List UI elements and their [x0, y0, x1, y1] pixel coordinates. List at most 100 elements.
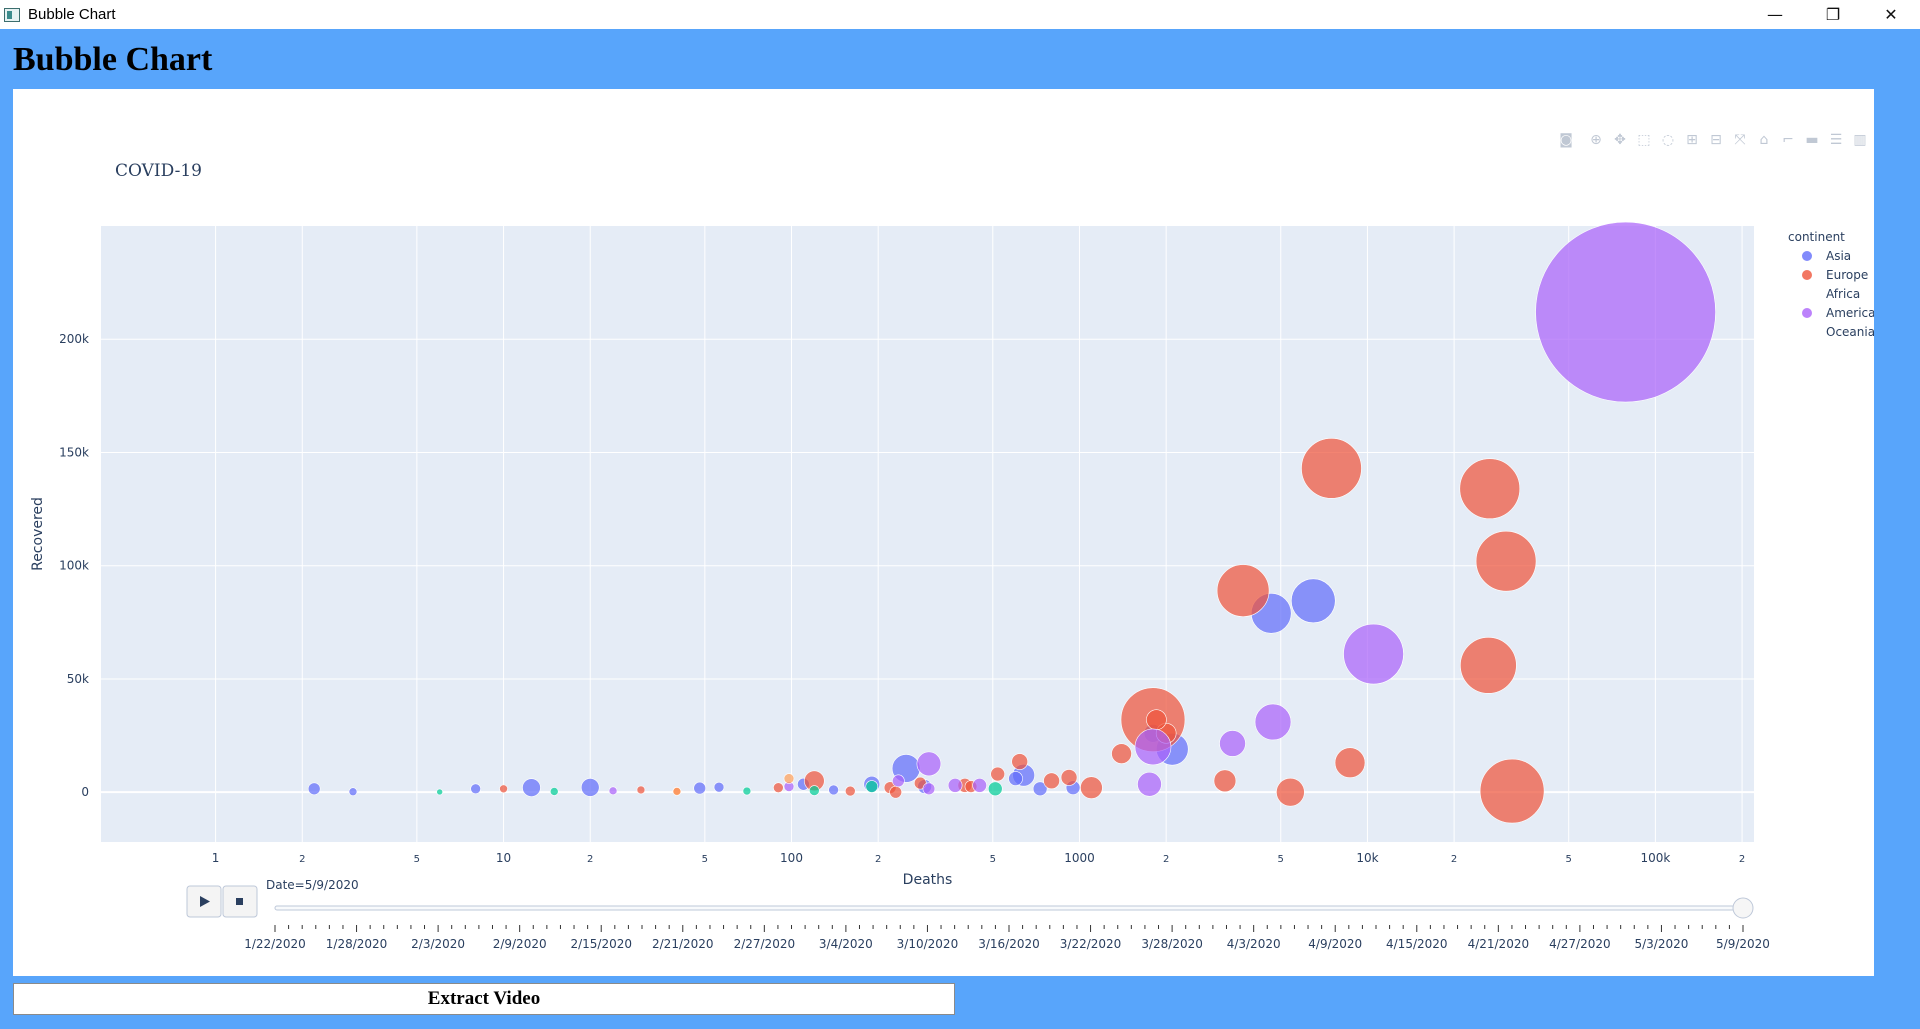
bubble-europe[interactable]	[1111, 743, 1132, 764]
bubble-oceania[interactable]	[672, 787, 682, 796]
bubble-europe[interactable]	[990, 766, 1005, 782]
bubble-europe[interactable]	[844, 785, 856, 797]
bubble-europe[interactable]	[1479, 758, 1545, 824]
slider-tick-label[interactable]: 1/22/2020	[244, 937, 306, 951]
box-select-icon[interactable]: ⬚	[1637, 132, 1650, 148]
bubble-asia[interactable]	[580, 778, 600, 797]
play-button[interactable]	[186, 885, 222, 918]
bubble-americas[interactable]	[947, 778, 963, 793]
bubble-asia[interactable]	[1032, 781, 1048, 797]
bubble-europe[interactable]	[1334, 747, 1366, 779]
bubble-europe[interactable]	[499, 784, 508, 794]
slider-tick-label[interactable]: 2/9/2020	[493, 937, 547, 951]
slider-tick-label[interactable]: 2/21/2020	[652, 937, 714, 951]
bubble-europe[interactable]	[1459, 458, 1521, 520]
bubble-europe[interactable]	[1080, 776, 1103, 799]
slider-tick-label[interactable]: 1/28/2020	[326, 937, 388, 951]
bubble-europe[interactable]	[1060, 769, 1078, 786]
bubble-europe[interactable]	[1460, 637, 1517, 694]
minimize-button[interactable]: —	[1767, 5, 1783, 24]
bubble-asia[interactable]	[348, 787, 358, 797]
bubble-europe[interactable]	[889, 785, 902, 799]
legend-item-africa[interactable]: Africa	[1826, 287, 1860, 301]
bubble-americas[interactable]	[1343, 623, 1404, 685]
stop-button[interactable]	[222, 885, 258, 918]
bubble-asia[interactable]	[828, 784, 839, 796]
slider-tick-label[interactable]: 4/27/2020	[1549, 937, 1611, 951]
bubble-americas[interactable]	[1254, 703, 1292, 741]
bubble-asia[interactable]	[1008, 771, 1023, 786]
bubble-europe[interactable]	[1146, 709, 1167, 731]
slider-tick-label[interactable]: 5/3/2020	[1634, 937, 1688, 951]
bubble-oceania[interactable]	[783, 773, 795, 784]
bubble-americas[interactable]	[922, 782, 936, 796]
bubble-africa[interactable]	[987, 781, 1003, 797]
slider-tick-label[interactable]: 4/15/2020	[1386, 937, 1448, 951]
bubble-europe[interactable]	[1475, 530, 1537, 592]
bubble-africa[interactable]	[549, 787, 559, 796]
bubble-europe[interactable]	[1216, 564, 1270, 617]
slider-tick-label[interactable]: 3/16/2020	[978, 937, 1040, 951]
spike-lines-icon[interactable]: ⌐	[1782, 132, 1794, 148]
legend-item-oceania[interactable]: Oceania	[1826, 325, 1874, 339]
bubble-asia[interactable]	[713, 781, 725, 793]
legend-item-europe[interactable]: Europe	[1802, 268, 1868, 282]
slider-tick-label[interactable]: 3/28/2020	[1141, 937, 1203, 951]
pan-icon[interactable]: ✥	[1614, 132, 1626, 148]
bubble-americas[interactable]	[1219, 730, 1246, 757]
x-tick-label: 5	[1278, 854, 1284, 865]
bubble-asia[interactable]	[693, 781, 707, 795]
legend-item-asia[interactable]: Asia	[1802, 249, 1851, 263]
bubble-africa[interactable]	[436, 788, 443, 796]
bubble-europe[interactable]	[1011, 753, 1028, 770]
bubble-americas[interactable]	[608, 786, 618, 796]
plot-area[interactable]	[101, 226, 1754, 842]
slider-tick-label[interactable]: 2/3/2020	[411, 937, 465, 951]
slider-tick-label[interactable]: 3/4/2020	[819, 937, 873, 951]
restore-button[interactable]: ❐	[1825, 5, 1841, 24]
slider-tick-label[interactable]: 3/22/2020	[1060, 937, 1122, 951]
zoom-in-icon[interactable]: ⊞	[1686, 132, 1698, 148]
bubble-asia[interactable]	[307, 782, 321, 796]
reset-axes-icon[interactable]: ⌂	[1760, 132, 1769, 148]
bubble-asia[interactable]	[470, 783, 481, 795]
plotly-logo-icon[interactable]: ▥	[1853, 132, 1866, 148]
slider-tick-label[interactable]: 4/3/2020	[1227, 937, 1281, 951]
autoscale-icon[interactable]: ⤧	[1734, 132, 1745, 148]
bubble-americas[interactable]	[916, 751, 942, 777]
bubble-asia[interactable]	[1290, 578, 1336, 624]
bubble-europe[interactable]	[636, 785, 646, 795]
bubble-americas[interactable]	[1137, 771, 1162, 797]
bubble-europe[interactable]	[1276, 777, 1305, 807]
hover-closest-icon[interactable]: ▬	[1805, 132, 1818, 148]
slider-tick-label[interactable]: 4/9/2020	[1308, 937, 1362, 951]
bubble-europe[interactable]	[1043, 772, 1060, 790]
extract-video-button[interactable]: Extract Video	[13, 983, 955, 1015]
slider-tick-label[interactable]: 2/15/2020	[570, 937, 632, 951]
bubble-americas[interactable]	[972, 778, 987, 793]
bubble-africa[interactable]	[865, 780, 879, 793]
slider-tick-label[interactable]: 4/21/2020	[1468, 937, 1530, 951]
camera-icon[interactable]: ◙	[1559, 132, 1573, 148]
slider-tick-label[interactable]: 2/27/2020	[734, 937, 796, 951]
bubble-africa[interactable]	[742, 786, 752, 796]
slider-tick-label[interactable]: 3/10/2020	[897, 937, 959, 951]
bubble-europe[interactable]	[773, 782, 784, 793]
zoom-out-icon[interactable]: ⊟	[1710, 132, 1722, 148]
bubble-africa[interactable]	[809, 785, 820, 796]
bubble-europe[interactable]	[1301, 438, 1362, 499]
slider-tick-label[interactable]: 5/9/2020	[1716, 937, 1770, 951]
zoom-icon[interactable]: ⊕	[1590, 132, 1602, 148]
legend-item-americas[interactable]: Americas	[1802, 306, 1874, 320]
bubble-asia[interactable]	[522, 778, 541, 797]
legend-marker	[1802, 308, 1812, 318]
hover-compare-icon[interactable]: ☰	[1830, 132, 1843, 148]
bubble-americas[interactable]	[1535, 221, 1716, 403]
slider-rail[interactable]	[274, 905, 1744, 911]
close-button[interactable]: ✕	[1884, 5, 1898, 24]
lasso-icon[interactable]: ◌	[1662, 132, 1674, 148]
slider-handle[interactable]	[1732, 897, 1754, 919]
bubble-americas[interactable]	[892, 774, 905, 788]
bubble-americas[interactable]	[1134, 728, 1172, 766]
bubble-europe[interactable]	[1213, 769, 1237, 793]
